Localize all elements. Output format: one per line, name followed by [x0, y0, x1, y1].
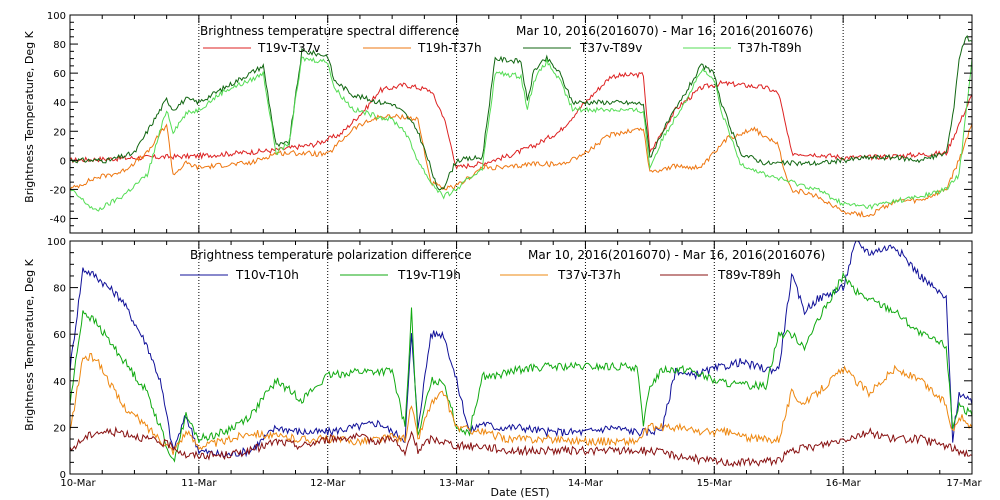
y-tick-label: 60	[53, 330, 66, 341]
series-line-t19v-t37v	[69, 71, 973, 170]
series-line-t10v-t10h	[69, 240, 973, 458]
x-tick-label: 12-Mar	[310, 478, 346, 489]
legend-entry: T19v-T37v	[257, 41, 320, 55]
x-tick-label: 16-Mar	[826, 478, 862, 489]
y-tick-label: 80	[53, 40, 66, 51]
x-tick-label: 17-Mar	[946, 478, 982, 489]
panel-title-polarization: Brightness temperature polarization diff…	[190, 248, 472, 262]
series-line-t19v-t19h	[69, 271, 973, 463]
series-line-t19h-t37h	[69, 113, 973, 218]
series-line-t37h-t89h	[69, 56, 973, 212]
legend-entry: T89v-T89h	[717, 268, 781, 282]
legend-entry: T19v-T19h	[397, 268, 461, 282]
series-line-t89v-t89h	[69, 426, 973, 468]
x-tick-label: 10-Mar	[60, 478, 96, 489]
y-tick-label: 80	[53, 284, 66, 295]
x-tick-label: 15-Mar	[697, 478, 733, 489]
y-tick-label: 100	[47, 11, 66, 22]
x-tick-label: 14-Mar	[568, 478, 604, 489]
x-axis-label: Date (EST)	[490, 486, 549, 499]
y-tick-label: -40	[50, 214, 66, 225]
y-tick-label: 40	[53, 377, 66, 388]
y-tick-label: -20	[50, 185, 66, 196]
legend-entry: T37h-T89h	[737, 41, 802, 55]
y-tick-label: 60	[53, 69, 66, 80]
y-tick-label: 20	[53, 127, 66, 138]
legend-entry: T37v-T89v	[579, 41, 642, 55]
panel-date-range-spectral: Mar 10, 2016(2016070) - Mar 16, 2016(201…	[516, 24, 813, 38]
y-axis-label-polarization: Brightness Temperature, Deg K	[23, 258, 36, 430]
panel-date-range-polarization: Mar 10, 2016(2016070) - Mar 16, 2016(201…	[528, 248, 825, 262]
y-axis-label-spectral: Brightness Temperature, Deg K	[23, 30, 36, 202]
legend-entry: T19h-T37h	[417, 41, 482, 55]
panel-spectral: Brightness temperature spectral differen…	[23, 11, 973, 234]
series-line-t37v-t89v	[69, 34, 973, 190]
y-tick-label: 100	[47, 237, 66, 248]
x-tick-label: 11-Mar	[181, 478, 217, 489]
panel-title-spectral: Brightness temperature spectral differen…	[200, 24, 459, 38]
y-tick-label: 0	[60, 470, 66, 481]
legend-entry: T10v-T10h	[235, 268, 299, 282]
y-tick-label: 40	[53, 98, 66, 109]
legend-entry: T37v-T37h	[557, 268, 621, 282]
panel-polarization: Brightness temperature polarization diff…	[23, 237, 982, 499]
y-tick-label: 0	[60, 156, 66, 167]
series-line-t37v-t37h	[69, 352, 973, 455]
y-tick-label: 20	[53, 423, 66, 434]
x-tick-label: 13-Mar	[439, 478, 475, 489]
